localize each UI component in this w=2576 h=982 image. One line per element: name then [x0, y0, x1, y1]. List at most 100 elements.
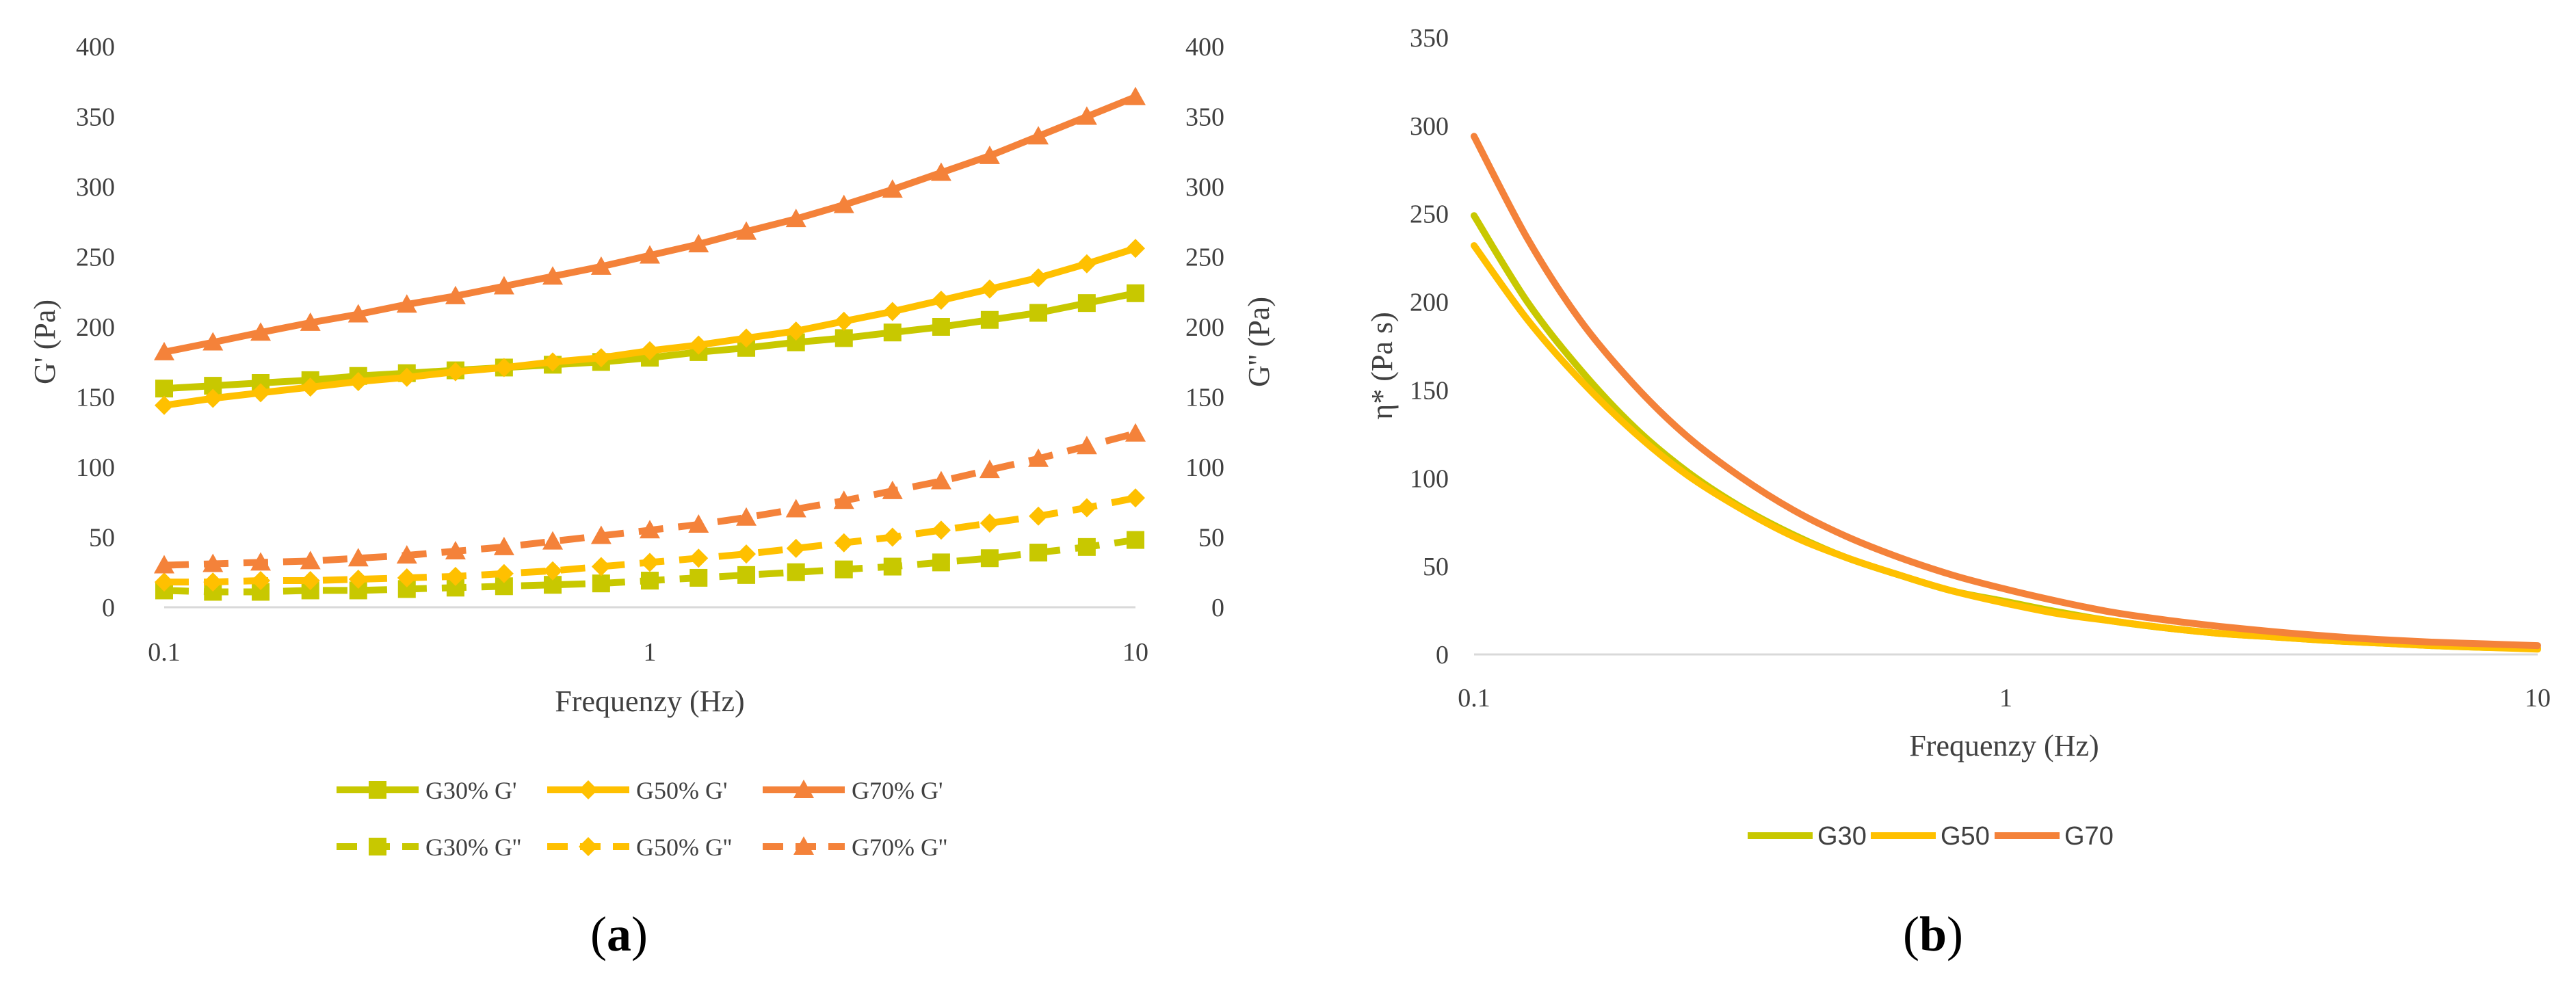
point-g50-g-19	[1077, 498, 1096, 518]
point-g50-g-5	[397, 568, 417, 587]
point-g70-g-12	[736, 507, 757, 526]
point-g70-g-11	[688, 234, 709, 253]
legend-item-g70: G70	[1995, 822, 2114, 851]
panel-b-y-tick-250: 250	[1410, 200, 1449, 229]
point-g70-g-6	[445, 541, 466, 559]
legend-item-g50-g: G50% G'	[547, 777, 727, 804]
legend-label-g50-g: G50% G''	[636, 834, 732, 861]
panel-a-y-tick-right-250: 250	[1185, 243, 1224, 272]
point-g70-g-19	[1076, 436, 1097, 455]
point-g30-g-16	[932, 553, 950, 572]
point-g70-g-2	[250, 322, 272, 341]
legend-item-g70-g: G70% G'	[763, 777, 943, 804]
point-g50-g-0	[155, 572, 174, 592]
panel-b-x-tick-0-1: 0.1	[1458, 684, 1490, 713]
point-g70-g-2	[250, 552, 272, 571]
legend-item-g30-g: G30% G'	[337, 777, 516, 804]
point-g30-g-19	[1077, 538, 1096, 556]
panel-a-y-tick-left-200: 200	[76, 313, 115, 342]
panel-a-y-tick-left-150: 150	[76, 384, 115, 412]
series-g50-g	[155, 488, 1145, 592]
point-g50-g-5	[397, 367, 417, 387]
panel-a-legend: G30% G' G50% G' G70% G' G30% G'' G50% G'' G70…	[337, 777, 947, 861]
panel-b-x-axis-label: Frequenzy (Hz)	[1909, 729, 2099, 762]
point-g70-g-6	[445, 285, 466, 304]
legend-item-g30-g: G30% G''	[337, 834, 521, 861]
panel-b-caption: (b)	[1903, 907, 1963, 961]
series-g70-g	[154, 423, 1146, 574]
point-g50-g-10	[640, 553, 659, 572]
panel-b-y-tick-100: 100	[1410, 464, 1449, 493]
legend-label-g30: G30	[1817, 822, 1867, 851]
series-line-g70	[1471, 133, 2541, 650]
legend-label-g50: G50	[1941, 822, 1990, 851]
legend-marker-g50-g	[579, 780, 598, 799]
point-g50-g-18	[1029, 506, 1049, 526]
point-g50-g-7	[494, 563, 514, 583]
legend-item-g70-g: G70% G''	[763, 834, 947, 861]
panel-a-y-tick-left-100: 100	[76, 453, 115, 482]
point-g30-g-14	[834, 560, 853, 579]
panel-b-y-tick-150: 150	[1410, 376, 1449, 405]
point-g50-g-1	[203, 572, 223, 592]
point-g30-g-16	[932, 318, 950, 336]
point-g30-g-17	[980, 310, 999, 329]
point-g70-g-18	[1028, 126, 1049, 145]
point-g70-g-10	[640, 245, 660, 264]
point-g50-g-6	[445, 362, 465, 382]
panel-a-y-axis-label-right: G'' (Pa)	[1242, 297, 1276, 387]
point-g70-g-7	[493, 276, 514, 295]
point-g70-g-15	[882, 179, 903, 198]
point-g30-g-10	[641, 572, 659, 590]
panel-a-x-tick-1: 1	[644, 638, 657, 667]
panel-a-x-tick-10: 10	[1122, 638, 1148, 667]
point-g50-g-12	[737, 544, 757, 564]
panel-a-y-tick-right-0: 0	[1211, 594, 1224, 622]
panel-b-y-tick-50: 50	[1423, 553, 1449, 581]
point-g50-g-1	[203, 388, 223, 408]
panel-a-y-tick-right-350: 350	[1185, 103, 1224, 132]
point-g50-g-14	[834, 311, 854, 331]
panel-a-y-tick-left-400: 400	[76, 33, 115, 62]
point-g70-g-8	[542, 531, 564, 550]
point-g50-g-13	[786, 538, 806, 558]
series-g30-g	[155, 531, 1144, 601]
panel-a-y-tick-right-200: 200	[1185, 313, 1224, 342]
point-g50-g-6	[445, 566, 465, 586]
panel-b: 0 50 100 150 200 250 300 350 0.1 1 10 Frequenzy (…	[1365, 24, 2551, 961]
point-g50-g-2	[251, 571, 271, 591]
panel-b-y-axis-label: η* (Pa s)	[1365, 312, 1399, 419]
point-g50-g-15	[882, 302, 902, 321]
point-g70-g-20	[1125, 86, 1146, 105]
point-g70-g-4	[347, 304, 369, 323]
point-g50-g-16	[931, 520, 951, 540]
series-g70-g	[154, 86, 1146, 360]
panel-a-y-tick-left-300: 300	[76, 173, 115, 202]
point-g50-g-3	[300, 571, 320, 591]
panel-a-series	[154, 86, 1146, 601]
legend-marker-g70-g	[793, 836, 814, 855]
panel-a-caption-letter: a	[607, 907, 631, 961]
point-g50-g-7	[494, 358, 514, 377]
legend-item-g50: G50	[1871, 822, 1990, 851]
point-g30-g-11	[689, 568, 708, 587]
point-g70-g-16	[930, 470, 951, 490]
point-g50-g-4	[348, 570, 368, 589]
point-g70-g-0	[154, 341, 174, 360]
panel-b-y-tick-300: 300	[1410, 112, 1449, 141]
series-line-g50	[1471, 242, 2541, 653]
point-g30-g-18	[1029, 304, 1048, 322]
point-g30-g-14	[834, 329, 853, 347]
point-g70-g-8	[542, 266, 564, 285]
point-g50-g-11	[689, 335, 709, 355]
point-g70-g-1	[202, 332, 224, 351]
panel-b-x-tick-10: 10	[2525, 684, 2551, 713]
point-g50-g-17	[980, 279, 999, 299]
point-g70-g-0	[154, 555, 174, 574]
point-g70-g-3	[300, 312, 321, 331]
panel-a-y-tick-left-250: 250	[76, 243, 115, 272]
point-g70-g-5	[396, 294, 417, 313]
series-g50-g	[155, 239, 1145, 415]
panel-a-x-ticks: 0.1 1 10	[148, 638, 1148, 667]
panel-a: 0 50 100 150 200 250 300 350 400 0 50 100 150 200 250…	[28, 33, 1276, 961]
